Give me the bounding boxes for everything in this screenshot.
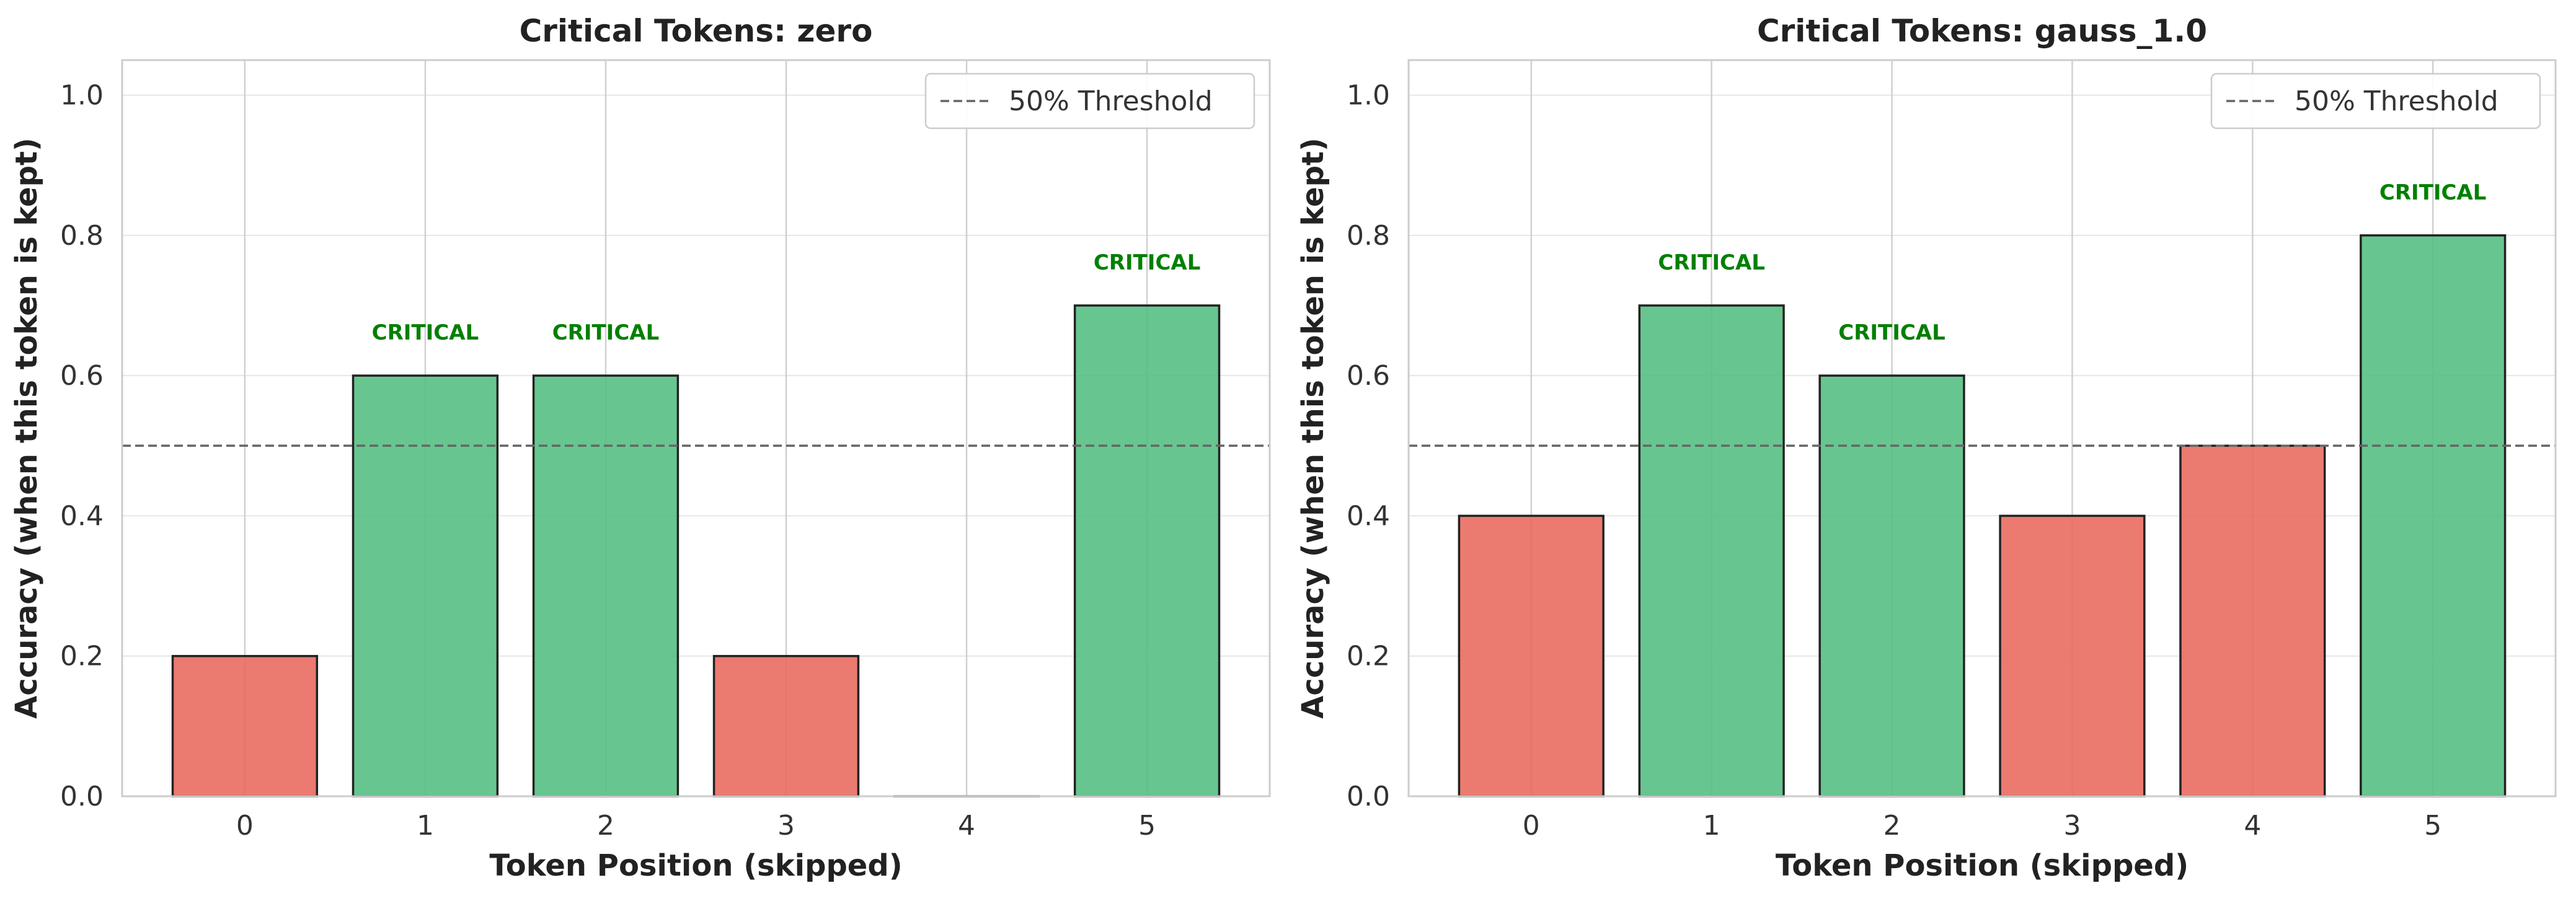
bar-token-5 <box>1073 304 1221 798</box>
chart-panel-zero: CRITICAL CRITICAL CRITICAL 0.0 0.2 0.4 0.6 0.8 1… <box>9 13 1271 883</box>
legend-threshold-label: 50% Threshold <box>2295 86 2499 117</box>
x-tick-label: 5 <box>2424 810 2441 842</box>
critical-label: CRITICAL <box>1094 250 1201 275</box>
legend-threshold-label: 50% Threshold <box>1009 86 1213 117</box>
bar-token-2 <box>1818 374 1965 798</box>
critical-label: CRITICAL <box>2379 180 2487 205</box>
y-tick-label: 1.0 <box>1347 80 1390 112</box>
y-tick-label: 0.8 <box>60 220 104 252</box>
x-tick-label: 0 <box>1523 810 1540 842</box>
bar-token-1 <box>352 374 499 798</box>
y-tick-label: 0.4 <box>60 500 104 532</box>
x-tick-label: 1 <box>417 810 434 842</box>
x-tick-label: 3 <box>777 810 795 842</box>
y-tick-label: 0.2 <box>1347 641 1390 672</box>
chart-title: Critical Tokens: gauss_1.0 <box>1757 13 2207 49</box>
y-tick-label: 0.6 <box>1347 360 1390 392</box>
plot-frame <box>1407 59 2557 798</box>
bar-token-5 <box>2360 234 2507 798</box>
y-tick-label: 1.0 <box>60 80 104 112</box>
chart-panel-gauss: CRITICAL CRITICAL CRITICAL 0.0 0.2 0.4 0.6 0.8 1… <box>1296 13 2557 883</box>
x-axis-label: Token Position (skipped) <box>489 848 902 883</box>
chart-title: Critical Tokens: zero <box>520 13 873 49</box>
bar-token-1 <box>1638 304 1785 798</box>
x-tick-label: 2 <box>597 810 614 842</box>
y-tick-label: 0.6 <box>60 360 104 392</box>
y-tick-label: 0.4 <box>1347 500 1390 532</box>
bar-token-0 <box>171 654 319 798</box>
x-tick-label: 1 <box>1703 810 1720 842</box>
y-tick-label: 0.0 <box>60 781 104 812</box>
bar-token-0 <box>1458 514 1604 798</box>
bar-token-3 <box>712 654 860 798</box>
y-tick-label: 0.2 <box>60 641 104 672</box>
legend-box <box>2210 73 2541 130</box>
critical-label: CRITICAL <box>1658 250 1765 275</box>
x-tick-label: 4 <box>2244 810 2261 842</box>
critical-label: CRITICAL <box>552 320 660 345</box>
y-axis-label: Accuracy (when this token is kept) <box>1296 138 1330 719</box>
x-tick-label: 4 <box>958 810 975 842</box>
critical-label: CRITICAL <box>372 320 479 345</box>
y-tick-label: 0.0 <box>1347 781 1390 812</box>
x-tick-label: 2 <box>1883 810 1901 842</box>
legend-box <box>924 73 1255 130</box>
x-tick-label: 0 <box>236 810 254 842</box>
y-axis-label: Accuracy (when this token is kept) <box>9 138 44 719</box>
bar-token-3 <box>1999 514 2146 798</box>
bar-token-2 <box>532 374 679 798</box>
critical-label: CRITICAL <box>1838 320 1945 345</box>
x-tick-label: 3 <box>2063 810 2081 842</box>
x-axis-label: Token Position (skipped) <box>1776 848 2189 883</box>
y-tick-label: 0.8 <box>1347 220 1390 252</box>
plot-frame <box>121 59 1271 798</box>
bar-token-4 <box>2179 444 2326 798</box>
x-tick-label: 5 <box>1138 810 1156 842</box>
